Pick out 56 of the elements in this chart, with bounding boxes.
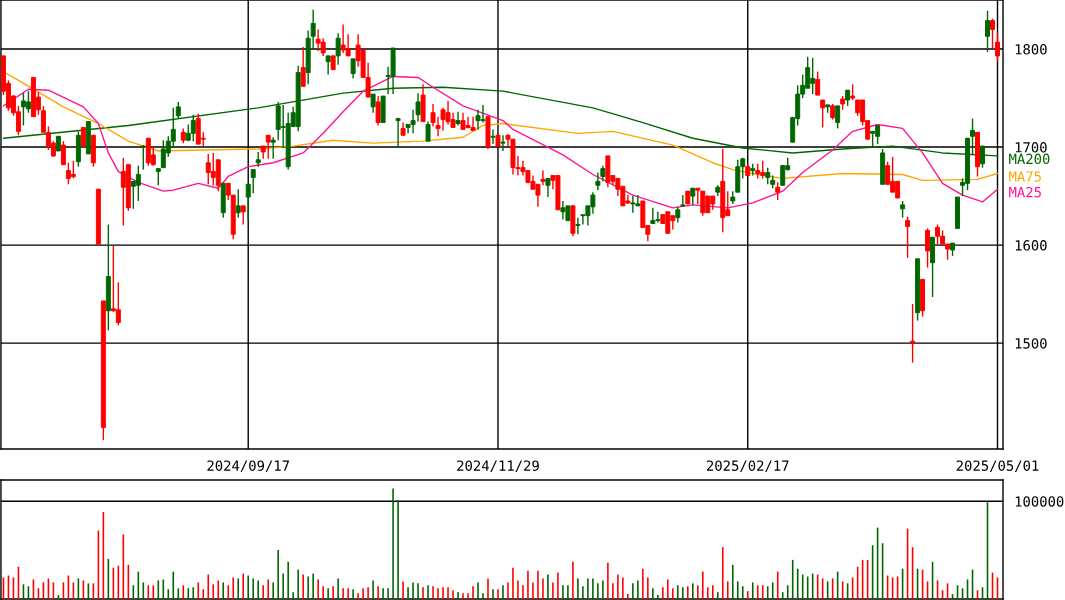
- candlestick: [935, 223, 941, 246]
- x-tick-label: 2025/05/01: [956, 460, 1039, 473]
- candlestick: [370, 93, 376, 114]
- candlestick: [560, 200, 566, 221]
- candlestick: [325, 55, 331, 76]
- candlestick: [300, 46, 306, 87]
- candlestick: [455, 111, 461, 127]
- series-label: MA200: [1009, 153, 1050, 165]
- candlestick: [985, 10, 990, 53]
- candlestick: [250, 168, 256, 194]
- x-tick-label: 2025/02/17: [706, 460, 789, 473]
- candlestick: [140, 144, 146, 171]
- candlestick: [265, 134, 271, 160]
- candlestick: [115, 281, 121, 327]
- candlestick: [425, 120, 431, 142]
- candlestick: [835, 105, 841, 130]
- y-tick-label: 1600: [1015, 240, 1047, 251]
- candlestick: [490, 128, 496, 145]
- candlestick: [990, 17, 995, 50]
- candlestick: [335, 32, 341, 66]
- candlestick: [650, 207, 656, 225]
- candlestick: [245, 183, 251, 222]
- candlestick: [700, 190, 706, 217]
- series-label: MA25: [1009, 186, 1041, 198]
- series-label: MA75: [1009, 171, 1041, 182]
- candlestick: [60, 140, 66, 166]
- candlestick: [25, 90, 31, 114]
- candlestick: [375, 95, 381, 127]
- candlestick: [815, 70, 821, 96]
- candlestick: [995, 31, 1000, 63]
- candlestick: [235, 188, 241, 219]
- candlestick: [925, 227, 931, 269]
- candlestick: [910, 303, 916, 364]
- candlestick: [680, 194, 686, 208]
- candlestick: [545, 177, 551, 198]
- candlestick: [905, 215, 911, 259]
- candlestick: [595, 171, 601, 191]
- candlestick: [780, 164, 786, 186]
- candlestick: [820, 99, 826, 129]
- candlestick: [475, 109, 481, 131]
- candlestick: [575, 216, 581, 235]
- y-tick-label: 1500: [1015, 338, 1047, 349]
- y-tick-label: 100000: [1015, 496, 1064, 507]
- y-tick-label: 1800: [1015, 44, 1047, 55]
- candlestick: [240, 205, 246, 226]
- y-tick-label: 1700: [1015, 142, 1047, 153]
- candlestick: [350, 58, 356, 80]
- candlestick: [135, 164, 141, 202]
- x-tick-label: 2024/11/29: [457, 460, 539, 473]
- x-tick-label: 2024/09/17: [207, 460, 289, 473]
- candlestick: [630, 195, 636, 214]
- candlestick: [500, 134, 506, 152]
- candlestick: [395, 116, 401, 149]
- candlestick: [80, 126, 86, 147]
- candlestick: [270, 136, 276, 160]
- candlestick: [190, 114, 196, 142]
